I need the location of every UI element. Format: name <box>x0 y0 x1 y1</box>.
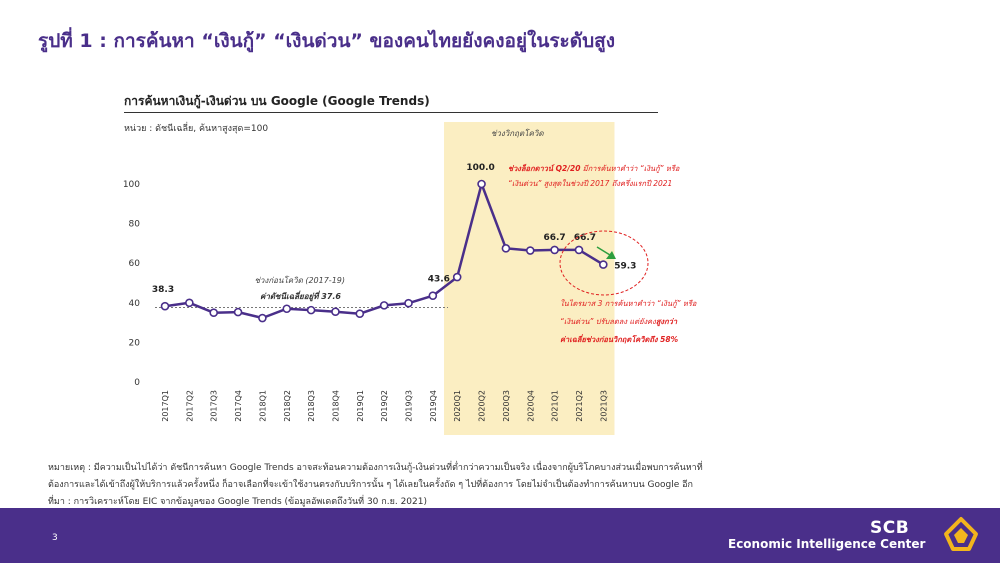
x-tick-label: 2018Q1 <box>258 390 267 422</box>
brand-eic: Economic Intelligence Center <box>728 537 926 551</box>
data-point <box>574 245 584 255</box>
scb-logo-icon <box>944 517 978 551</box>
data-label: 66.7 <box>543 233 565 243</box>
x-tick-label: 2020Q4 <box>526 390 535 422</box>
source-note: ที่มา : การวิเคราะห์โดย EIC จากข้อมูลของ… <box>48 497 427 507</box>
page-number: 3 <box>52 533 58 543</box>
data-point <box>477 179 486 189</box>
data-label: 38.3 <box>152 285 174 295</box>
annotation-top-line-2: “เงินด่วน” สูงสุดในช่วงปี 2017 ถึงครึ่งแ… <box>508 178 672 188</box>
y-tick-label: 100 <box>123 180 140 190</box>
slide-title: รูปที่ 1 : การค้นหา “เงินกู้” “เงินด่วน”… <box>38 30 616 52</box>
x-tick-label: 2019Q4 <box>429 390 438 422</box>
data-labels: 38.3 43.6 100.0 66.7 66.7 59.3 <box>152 163 637 295</box>
y-tick-label: 40 <box>129 299 141 309</box>
data-point <box>160 301 170 311</box>
reference-label-period: ช่วงก่อนโควิด (2017-19) <box>255 275 346 285</box>
data-point <box>355 309 365 318</box>
x-tick-label: 2019Q3 <box>405 390 414 422</box>
x-tick-label: 2017Q1 <box>161 390 170 422</box>
brand-scb: SCB <box>870 518 910 538</box>
x-axis-labels: 2017Q1 2017Q2 2017Q3 2017Q4 2018Q1 2018Q2 2018… <box>161 390 608 422</box>
x-tick-label: 2020Q1 <box>453 390 462 422</box>
unit-note: หน่วย : ดัชนีเฉลี่ย, ค้นหาสูงสุด=100 <box>124 124 269 134</box>
data-point <box>379 301 389 310</box>
annotations: ช่วงล็อกดาวน์ Q2/20 มีการค้นหาคำว่า “เงิ… <box>508 163 697 344</box>
annotation-bottom-line-2: “เงินด่วน” ปรับลดลง แต่ยังคงสูงกว่า <box>560 317 678 327</box>
x-tick-label: 2020Q2 <box>478 390 487 422</box>
chart-title-underline <box>124 112 658 113</box>
y-tick-label: 0 <box>134 378 140 388</box>
data-point <box>501 244 511 253</box>
x-tick-label: 2021Q2 <box>575 390 584 422</box>
data-point <box>550 245 559 255</box>
y-tick-label: 60 <box>129 259 141 269</box>
trend-arrow-head <box>606 251 616 259</box>
data-point <box>428 291 438 300</box>
x-tick-label: 2018Q4 <box>331 390 340 422</box>
annotation-bottom-line-1: ในไตรมาส 3 การค้นหาคำว่า “เงินกู้” หรือ <box>560 299 697 308</box>
x-tick-label: 2017Q2 <box>185 390 194 422</box>
highlight-rect <box>444 122 615 435</box>
reference-label-average: ค่าดัชนีเฉลี่ยอยู่ที่ 37.6 <box>260 290 341 302</box>
x-tick-label: 2021Q1 <box>551 390 560 422</box>
highlight-label: ช่วงวิกฤตโควิด <box>491 128 544 138</box>
footer-band <box>0 508 1000 563</box>
x-tick-label: 2018Q3 <box>307 390 316 422</box>
data-point <box>452 272 462 282</box>
chart-title: การค้นหาเงินกู้-เงินด่วน บน Google (Goog… <box>124 94 430 108</box>
data-point <box>404 298 413 308</box>
data-point <box>306 305 316 315</box>
y-tick-label: 80 <box>129 220 141 230</box>
data-label: 100.0 <box>466 163 494 173</box>
data-point <box>331 307 340 317</box>
data-points <box>160 179 608 323</box>
covid-highlight-region: ช่วงวิกฤตโควิด <box>444 122 615 435</box>
data-point <box>258 313 267 323</box>
data-point <box>282 304 292 314</box>
trend-arrow-shaft <box>596 246 611 256</box>
data-point <box>209 308 218 318</box>
data-label: 66.7 <box>574 233 596 243</box>
x-tick-label: 2020Q3 <box>502 390 511 422</box>
annotation-top-line-1: ช่วงล็อกดาวน์ Q2/20 มีการค้นหาคำว่า “เงิ… <box>508 163 680 173</box>
footnote-line-2: ต้องการและได้เข้าถึงผู้ให้บริการแล้วครั้… <box>48 480 693 490</box>
annotation-bottom-line-3: ค่าเฉลี่ยช่วงก่อนวิกฤตโควิดถึง 58% <box>560 334 679 344</box>
y-tick-label: 20 <box>129 338 141 348</box>
data-label: 59.3 <box>614 262 636 272</box>
data-point <box>233 307 243 317</box>
x-tick-label: 2021Q3 <box>599 390 608 422</box>
x-tick-label: 2017Q3 <box>210 390 219 422</box>
y-axis: 0 20 40 60 80 100 <box>123 180 140 388</box>
data-label: 43.6 <box>428 275 450 285</box>
data-point <box>598 260 608 269</box>
footnote-line-1: หมายเหตุ : มีความเป็นไปได้ว่า ดัชนีการค้… <box>48 463 703 473</box>
x-tick-label: 2019Q1 <box>356 390 365 422</box>
x-tick-label: 2017Q4 <box>234 390 243 422</box>
x-tick-label: 2019Q2 <box>380 390 389 422</box>
line-chart: ช่วงวิกฤตโควิด 0 20 40 60 80 100 ช่วงก่อนโควิ… <box>123 122 697 435</box>
x-tick-label: 2018Q2 <box>283 390 292 422</box>
data-point <box>185 298 194 308</box>
focus-ellipse <box>559 230 649 296</box>
data-point <box>525 246 535 255</box>
